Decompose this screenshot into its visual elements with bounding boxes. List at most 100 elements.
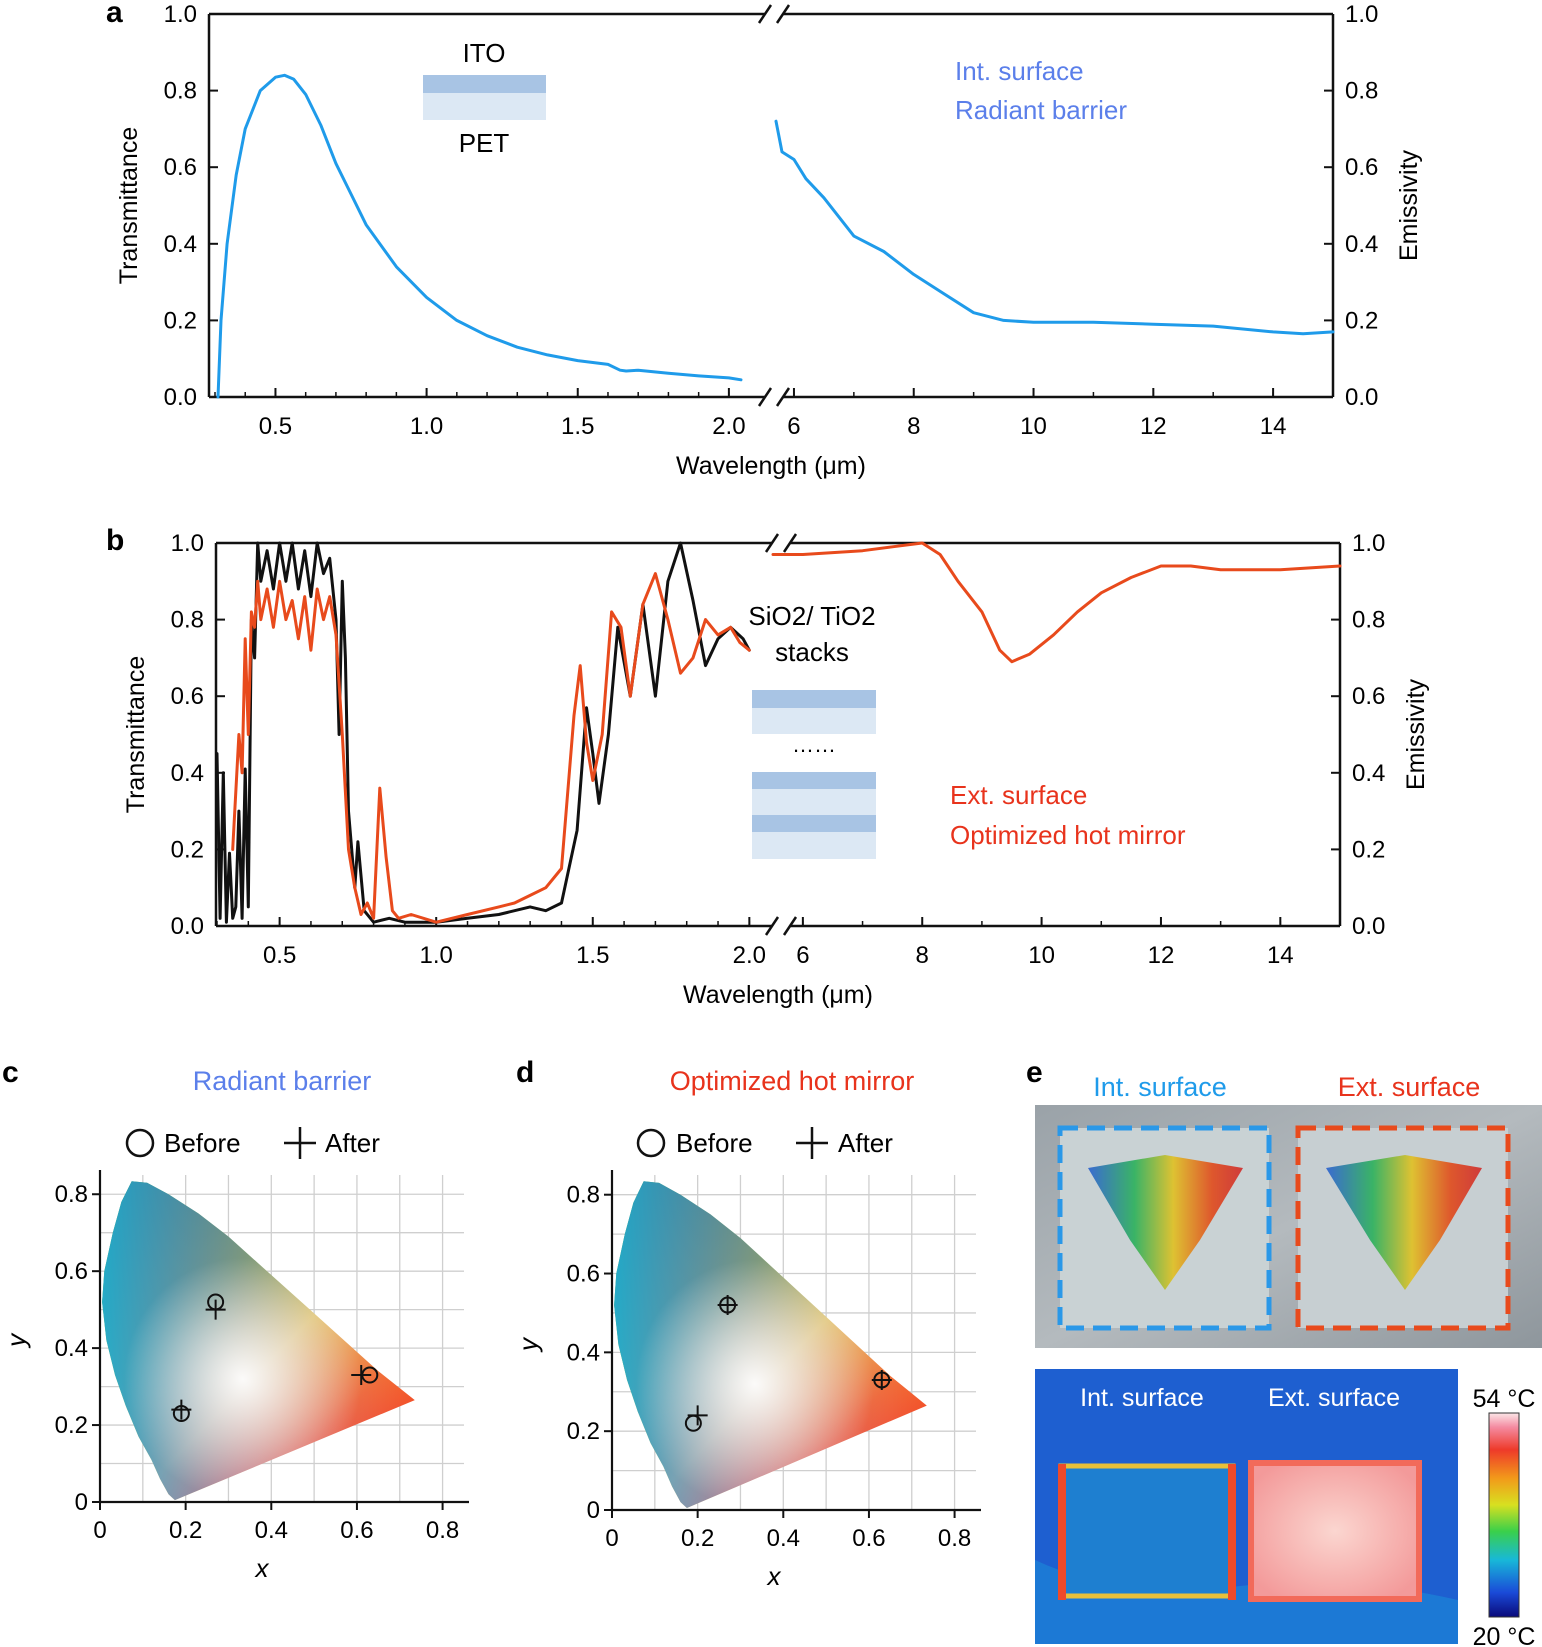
axis-break-mark xyxy=(764,916,780,936)
cie-gamut-white xyxy=(102,1181,415,1501)
legend-c-after-icon xyxy=(284,1127,316,1159)
y-tick-label-right: 0.0 xyxy=(1352,913,1385,940)
y-tick-label-left: 0.2 xyxy=(171,836,204,863)
series-line-emissivity-radiant-barrier- xyxy=(774,119,1335,336)
legend-c-after: After xyxy=(325,1128,380,1158)
x-tick-label: 14 xyxy=(1267,942,1294,969)
y-tick-label-left: 0.0 xyxy=(171,913,204,940)
y-tick-label: 0.4 xyxy=(567,1339,600,1366)
thermal-left-edge xyxy=(1058,1464,1066,1600)
legend-a-line1: Int. surface xyxy=(955,56,1084,86)
x-tick-label: 0.8 xyxy=(938,1525,971,1552)
axis-break-mark xyxy=(782,916,798,936)
x-tick-label: 1.5 xyxy=(576,942,609,969)
x-tick-label: 0.6 xyxy=(340,1517,373,1544)
panel-c-title: Radiant barrier xyxy=(193,1066,372,1096)
x-tick-label: 2.0 xyxy=(733,942,766,969)
x-tick-label: 1.0 xyxy=(420,942,453,969)
legend-d-after-icon xyxy=(796,1127,828,1159)
axis-break-mark xyxy=(757,387,773,407)
x-axis-title: Wavelength (μm) xyxy=(676,452,866,480)
x-axis-title: x xyxy=(254,1553,270,1583)
panel-a-legend: Int. surface Radiant barrier xyxy=(955,56,1127,125)
sample-photo xyxy=(1035,1105,1542,1348)
y-tick-label-right: 0.0 xyxy=(1345,384,1378,411)
y-tick-label-right: 1.0 xyxy=(1345,1,1378,28)
photo-left-logo xyxy=(1088,1155,1243,1290)
panel-label-a: a xyxy=(106,0,123,29)
y-tick-label-left: 0.4 xyxy=(164,231,197,258)
panel-a-inset: ITO PET xyxy=(423,38,546,158)
y-axis-title: y xyxy=(1,1332,31,1349)
y-tick-label: 0 xyxy=(75,1489,88,1516)
thermal-colorbar xyxy=(1488,1412,1520,1618)
panel-e: e Int. surface Ext. surface Int. surface… xyxy=(1026,1056,1542,1647)
legend-c-before: Before xyxy=(164,1128,241,1158)
y-tick-label-right: 0.8 xyxy=(1345,78,1378,105)
y-axis-title-left: Transmittance xyxy=(115,127,143,284)
colorbar-min-label: 20 °C xyxy=(1473,1623,1536,1647)
series-line-transmittance-black- xyxy=(215,541,751,924)
x-tick-label: 0 xyxy=(605,1525,618,1552)
marker-after xyxy=(687,1405,708,1426)
y-tick-label-right: 1.0 xyxy=(1352,530,1385,557)
panel-b-inset: SiO2/ TiO2 stacks …… xyxy=(748,601,876,859)
panel-d-axes: 0 0.2 0.4 0.6 0.8 0 0.2 0.4 0.6 0.8 x y xyxy=(513,1170,981,1591)
panel-c-axes: 0 0.2 0.4 0.6 0.8 0 0.2 0.4 0.6 0.8 x y xyxy=(1,1170,469,1583)
x-tick-label: 2.0 xyxy=(712,413,745,440)
panel-a: a 0.0 0.00.2 0.20.4 0.40.6 0.60.8 0.81.0 1.00.… xyxy=(106,0,1423,480)
stack-layer-4 xyxy=(752,789,876,815)
inset-bottom-label-b: stacks xyxy=(775,637,849,667)
y-tick-label-right: 0.6 xyxy=(1352,683,1385,710)
y-tick-label-right: 0.6 xyxy=(1345,154,1378,181)
stack-layer-5 xyxy=(752,815,876,832)
x-tick-label: 1.0 xyxy=(410,413,443,440)
y-tick-label-left: 0.4 xyxy=(171,760,204,787)
y-tick-label: 0.6 xyxy=(55,1258,88,1285)
y-tick-label: 0.2 xyxy=(55,1412,88,1439)
legend-a-line2: Radiant barrier xyxy=(955,95,1127,125)
legend-c-before-icon xyxy=(125,1128,155,1158)
x-tick-label: 0.2 xyxy=(681,1525,714,1552)
y-tick-label-left: 0.0 xyxy=(164,384,197,411)
x-tick-label: 0.4 xyxy=(767,1525,800,1552)
y-tick-label-left: 0.2 xyxy=(164,307,197,334)
x-tick-label: 0.8 xyxy=(426,1517,459,1544)
axes-frame xyxy=(207,4,1335,407)
x-tick-label: 12 xyxy=(1140,413,1167,440)
panel-label-b: b xyxy=(106,524,124,557)
marker-after xyxy=(717,1295,738,1316)
panel-label-e: e xyxy=(1026,1056,1043,1089)
legend-b-line1: Ext. surface xyxy=(950,780,1087,810)
y-tick-label-right: 0.4 xyxy=(1352,760,1385,787)
stack-layer-3 xyxy=(752,772,876,789)
inset-dots-b: …… xyxy=(792,732,836,757)
axis-break-mark xyxy=(775,4,791,24)
y-tick-label: 0.2 xyxy=(567,1418,600,1445)
marker-after xyxy=(171,1399,192,1420)
x-tick-label: 8 xyxy=(907,413,920,440)
stack-layer-1 xyxy=(752,690,876,708)
y-tick-label: 0.6 xyxy=(567,1261,600,1288)
axis-break-mark xyxy=(757,4,773,24)
y-tick-label-left: 0.8 xyxy=(171,607,204,634)
photo-right-logo xyxy=(1326,1155,1482,1290)
x-tick-label: 14 xyxy=(1260,413,1287,440)
y-axis-title: y xyxy=(513,1336,543,1353)
panel-label-d: d xyxy=(516,1056,534,1089)
y-tick-label-right: 0.4 xyxy=(1345,231,1378,258)
y-tick-label-left: 0.6 xyxy=(171,683,204,710)
x-tick-label: 0 xyxy=(93,1517,106,1544)
thermal-shadow xyxy=(1035,1560,1458,1644)
photo-left-label: Int. surface xyxy=(1093,1072,1227,1102)
x-axis-title: Wavelength (μm) xyxy=(683,981,873,1009)
x-axis-title: x xyxy=(766,1561,782,1591)
inset-bottom-label-a: PET xyxy=(459,128,510,158)
x-tick-label: 0.5 xyxy=(263,942,296,969)
thermal-right-label: Ext. surface xyxy=(1268,1384,1400,1412)
panel-b-legend: Ext. surface Optimized hot mirror xyxy=(950,780,1186,850)
axis-break-mark xyxy=(764,533,780,553)
legend-d-before: Before xyxy=(676,1128,753,1158)
y-tick-label-left: 1.0 xyxy=(171,530,204,557)
y-tick-label: 0 xyxy=(587,1497,600,1524)
